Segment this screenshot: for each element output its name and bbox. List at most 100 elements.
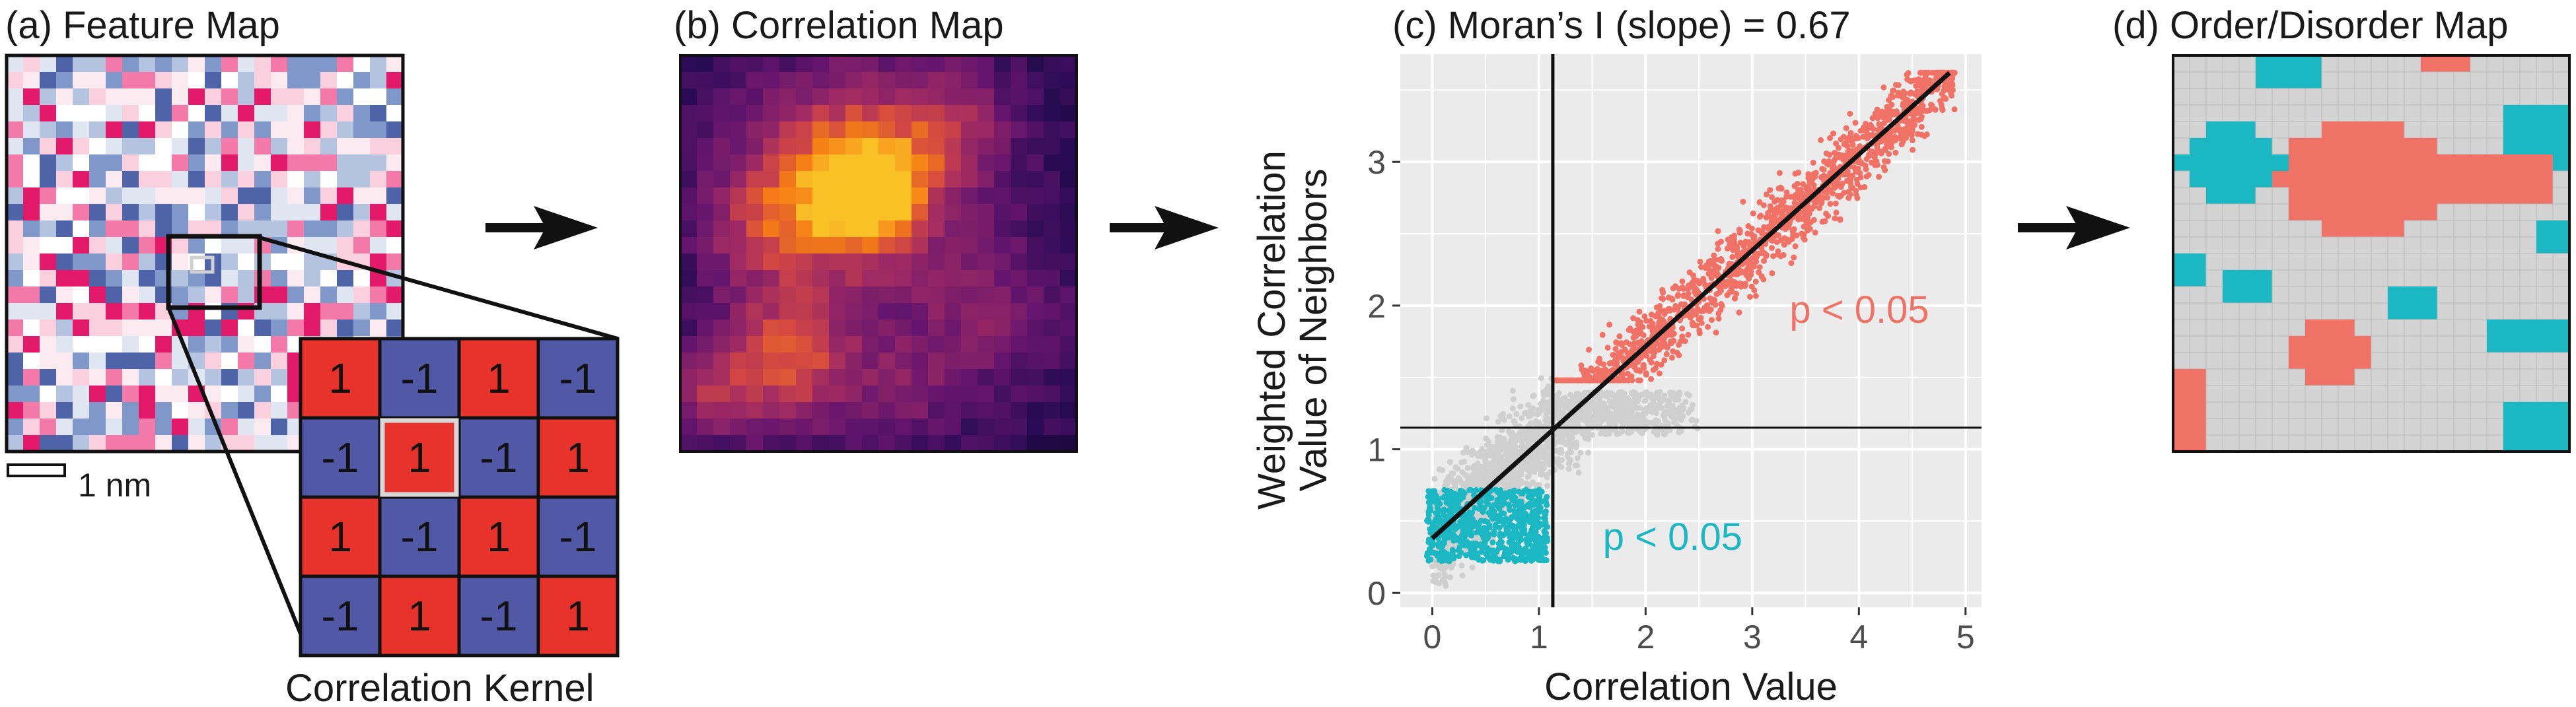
correlation-map-cell xyxy=(961,187,978,205)
correlation-map-cell xyxy=(961,353,978,370)
feature-map-cell xyxy=(73,402,90,419)
feature-map-cell xyxy=(89,220,106,238)
scatter-point-high-high xyxy=(1614,377,1621,384)
correlation-map-cell xyxy=(829,386,846,403)
scatter-point-not-significant xyxy=(1676,391,1683,398)
feature-map-cell xyxy=(320,121,338,139)
correlation-map-cell xyxy=(912,121,929,139)
feature-map-cell xyxy=(320,138,338,155)
feature-map-cell xyxy=(337,171,354,188)
feature-map-cell xyxy=(386,121,404,139)
scatter-point-high-high xyxy=(1707,295,1713,302)
correlation-map-cell xyxy=(1060,270,1077,287)
scatter-point-high-high xyxy=(1756,213,1763,220)
feature-map-cell xyxy=(304,138,321,155)
feature-map-cell xyxy=(271,220,288,238)
kernel-cell xyxy=(457,574,540,657)
scatter-point-high-high xyxy=(1932,106,1939,113)
scatter-point-high-high xyxy=(1705,265,1711,271)
correlation-map-cell xyxy=(796,402,813,419)
feature-map-cell xyxy=(271,204,288,221)
correlation-map-cell xyxy=(912,386,929,403)
correlation-map-cell xyxy=(779,237,797,254)
correlation-map-cell xyxy=(1011,204,1028,221)
kernel-cell xyxy=(536,495,620,578)
scatter-point-high-high xyxy=(1686,269,1693,276)
correlation-map-cell xyxy=(895,419,912,436)
correlation-map-cell xyxy=(746,286,764,304)
feature-map-cell xyxy=(320,154,338,172)
scatter-point-high-high xyxy=(1705,258,1712,265)
feature-map-cell xyxy=(287,72,304,89)
feature-map-cell xyxy=(221,353,238,370)
feature-map-cell xyxy=(287,88,304,106)
feature-map-cell xyxy=(56,88,73,106)
scatter-point-high-high xyxy=(1917,69,1924,76)
scatter-point-not-significant xyxy=(1545,383,1552,389)
correlation-map-cell xyxy=(829,353,846,370)
feature-map-cell xyxy=(271,386,288,403)
feature-map-cell xyxy=(40,171,57,188)
scatter-point-high-high xyxy=(1923,77,1929,83)
correlation-map-cell xyxy=(713,171,731,188)
feature-map-cell xyxy=(139,386,156,403)
correlation-map-cell xyxy=(746,353,764,370)
correlation-map-cell xyxy=(829,369,846,386)
scatter-point-not-significant xyxy=(1614,417,1620,424)
feature-map-cell xyxy=(89,270,106,287)
scatter-point-high-high xyxy=(1718,238,1725,245)
correlation-map-cell xyxy=(895,286,912,304)
scatter-point-high-high xyxy=(1827,201,1834,207)
feature-map-cell xyxy=(7,320,24,337)
feature-map-cell xyxy=(370,121,387,139)
scatter-point-high-high xyxy=(1852,168,1859,175)
feature-map-cell xyxy=(238,237,255,254)
feature-map-cell xyxy=(221,138,238,155)
kernel-value: -1 xyxy=(322,592,359,640)
scatter-point-not-significant xyxy=(1496,466,1503,473)
scatter-point-not-significant xyxy=(1558,464,1565,471)
correlation-map-cell xyxy=(1027,419,1044,436)
arrow-right-icon xyxy=(485,206,598,250)
scatter-point-high-high xyxy=(1783,189,1790,195)
feature-map-cell xyxy=(56,105,73,122)
feature-map-cell xyxy=(386,320,404,337)
correlation-map-cell xyxy=(928,303,945,320)
scatter-point-not-significant xyxy=(1585,450,1592,456)
correlation-map-cell xyxy=(862,171,879,188)
feature-map-cell xyxy=(271,55,288,73)
correlation-map-cell xyxy=(961,270,978,287)
scatter-point-not-significant xyxy=(1469,564,1476,571)
feature-map-cell xyxy=(205,353,222,370)
feature-map-cell xyxy=(73,121,90,139)
correlation-map-cell xyxy=(746,121,764,139)
correlation-map-cell xyxy=(1044,386,1061,403)
feature-map-cell xyxy=(287,270,304,287)
correlation-map-cell xyxy=(812,336,830,353)
correlation-map-cell xyxy=(812,303,830,320)
correlation-map-cell xyxy=(829,121,846,139)
scatter-point-high-high xyxy=(1630,315,1637,321)
feature-map-cell xyxy=(122,435,139,452)
scatter-point-not-significant xyxy=(1616,430,1622,437)
scatter-point-not-significant xyxy=(1464,465,1471,471)
feature-map-cell xyxy=(353,237,371,254)
correlation-map-heatmap xyxy=(680,55,1077,452)
correlation-map-cell xyxy=(945,72,962,89)
scatter-point-high-high xyxy=(1740,199,1746,205)
correlation-map-cell xyxy=(945,270,962,287)
feature-map-cell xyxy=(205,138,222,155)
correlation-map-cell xyxy=(779,204,797,221)
feature-map-cell xyxy=(139,204,156,221)
correlation-map-cell xyxy=(961,204,978,221)
feature-map-cell xyxy=(139,55,156,73)
feature-map-cell xyxy=(106,154,123,172)
correlation-map-cell xyxy=(1060,105,1077,122)
correlation-map-cell xyxy=(845,88,863,106)
scatter-point-high-high xyxy=(1713,291,1720,298)
correlation-map-cell xyxy=(763,220,780,238)
scatter-point-high-high xyxy=(1888,102,1895,108)
feature-map-cell xyxy=(337,138,354,155)
feature-map-cell xyxy=(172,286,189,304)
scatter-point-high-high xyxy=(1637,319,1643,325)
